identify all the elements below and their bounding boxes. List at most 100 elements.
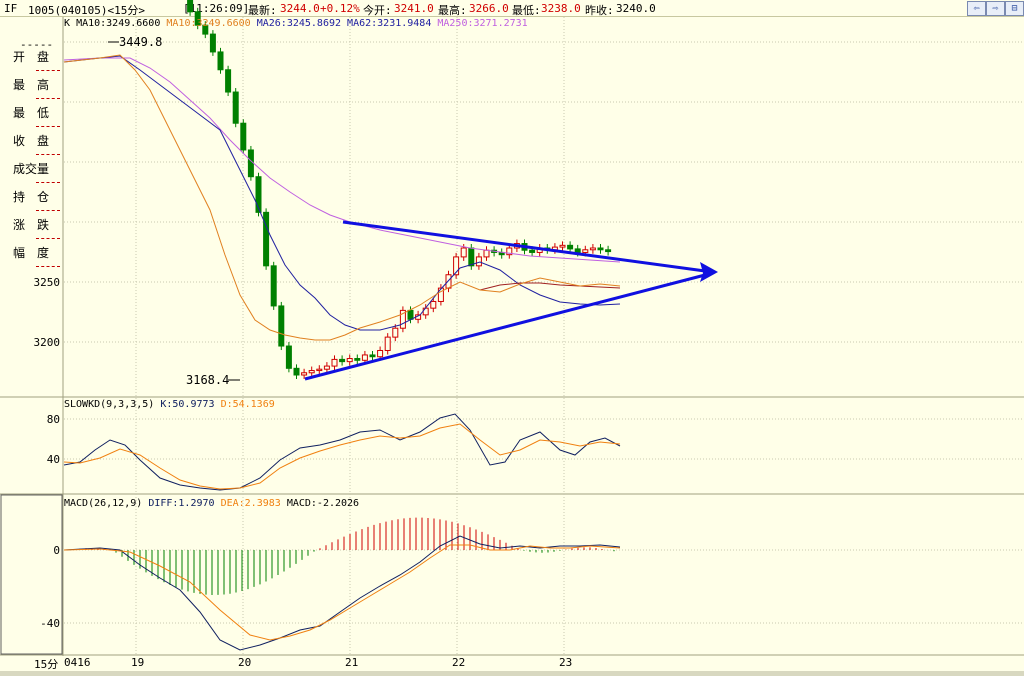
high-label: 最高: — [438, 4, 467, 17]
ma26-label: MA26:3245.8692 — [256, 18, 342, 29]
kd-d-line — [63, 423, 621, 490]
candle — [437, 287, 444, 302]
candle — [354, 358, 361, 361]
info-row-separator — [36, 98, 60, 99]
info-row-label: 盘 — [37, 134, 50, 148]
quote-bar: IF 1005(040105)<15分> [11:26:09] 最新: 3244… — [0, 0, 1024, 17]
candle — [285, 345, 292, 369]
macd-histogram — [73, 517, 615, 595]
ma250-line — [63, 57, 621, 263]
x-label-0416: 0416 — [64, 656, 91, 669]
ma-legend: K MA10:3249.6600 MA10:3249.6600 MA26:324… — [64, 18, 528, 29]
info-row: 涨跌 — [6, 216, 58, 234]
candle — [240, 122, 247, 151]
info-row-label: 持 — [13, 190, 26, 204]
info-row-label: 幅 — [13, 246, 26, 260]
candle — [270, 265, 277, 307]
info-row-separator — [36, 182, 60, 183]
kd-d-value: D:54.1369 — [220, 399, 275, 410]
candle — [323, 365, 330, 370]
info-row-label: 成交量 — [13, 162, 50, 176]
candle — [187, 0, 194, 13]
y-tick-3200: 3200 — [33, 336, 61, 349]
triangle-pattern — [304, 220, 718, 381]
latest-value: 3244.0 — [280, 2, 320, 15]
candle — [225, 69, 232, 93]
ma10-line — [63, 54, 621, 341]
candle — [278, 305, 285, 347]
candle — [422, 307, 429, 316]
candle — [247, 149, 254, 178]
ma62-line — [63, 55, 621, 331]
kd-tick-80: 80 — [46, 413, 60, 426]
candle — [589, 247, 596, 251]
low-annotation: 3168.4 — [186, 373, 230, 387]
candle — [293, 367, 300, 376]
panel-dashes: ----- — [20, 38, 54, 51]
forward-icon[interactable]: ⇨ — [986, 1, 1005, 16]
candlestick-series — [187, 0, 612, 379]
close-icon[interactable]: ⊟ — [1005, 1, 1024, 16]
info-row-separator — [36, 126, 60, 127]
info-row: 持仓 — [6, 188, 58, 206]
candle — [483, 249, 490, 258]
candle — [445, 274, 452, 289]
kd-tick-40: 40 — [46, 453, 60, 466]
low-value: 3238.0 — [541, 2, 581, 15]
macd-tick-0: 0 — [53, 544, 60, 557]
macd-legend: MACD(26,12,9) DIFF:1.2970 DEA:2.3983 MAC… — [64, 498, 359, 509]
candle — [475, 256, 482, 267]
x-label-20: 20 — [238, 656, 252, 669]
high-value: 3266.0 — [469, 2, 509, 15]
x-label-22: 22 — [452, 656, 466, 669]
info-row: 最高 — [6, 76, 58, 94]
candle — [453, 256, 460, 276]
ma10b-label: MA10:3249.6600 — [166, 18, 251, 29]
info-row-label: 开 — [13, 50, 26, 64]
ma26-line — [479, 282, 621, 291]
candle — [361, 354, 368, 361]
info-row-label: 度 — [37, 246, 50, 260]
open-label: 今开: — [363, 4, 392, 17]
info-row-label: 高 — [37, 78, 50, 92]
candle — [339, 358, 346, 363]
latest-label: 最新: — [248, 4, 277, 17]
symbol: IF — [4, 2, 18, 15]
macd-dea-value: DEA:2.3983 — [220, 498, 281, 509]
info-row-label: 盘 — [37, 50, 50, 64]
kd-k-line — [63, 413, 621, 491]
high-annotation: 3449.8 — [119, 35, 163, 49]
info-row-separator — [36, 266, 60, 267]
info-row-separator — [36, 70, 60, 71]
candle — [468, 247, 475, 267]
candle — [529, 249, 536, 253]
info-row-separator — [36, 238, 60, 239]
change-percent: +0.12% — [320, 2, 360, 15]
info-row: 幅度 — [6, 244, 58, 262]
candle — [597, 247, 604, 251]
candle — [202, 24, 209, 35]
candle — [232, 91, 239, 124]
info-row-label: 跌 — [37, 218, 50, 232]
candle — [209, 33, 216, 53]
ma62-label: MA62:3231.9484 — [347, 18, 432, 29]
info-row: 成交量 — [6, 160, 58, 178]
info-row: 最低 — [6, 104, 58, 122]
info-row-label: 涨 — [13, 218, 26, 232]
ma250-label: MA250:3271.2731 — [437, 18, 528, 29]
y-tick-3250: 3250 — [33, 276, 61, 289]
candle — [605, 249, 612, 253]
candle — [407, 309, 414, 320]
contract: 1005(040105)<15分> — [28, 4, 145, 17]
candle — [559, 244, 566, 248]
candle — [263, 211, 270, 267]
candle — [574, 248, 581, 253]
x-label-19: 19 — [131, 656, 145, 669]
candle — [430, 300, 437, 309]
macd-diff-value: DIFF:1.2970 — [148, 498, 215, 509]
back-icon[interactable]: ⇦ — [967, 1, 986, 16]
open-value: 3241.0 — [394, 2, 434, 15]
info-row: 收盘 — [6, 132, 58, 150]
info-row-label: 最 — [13, 78, 26, 92]
